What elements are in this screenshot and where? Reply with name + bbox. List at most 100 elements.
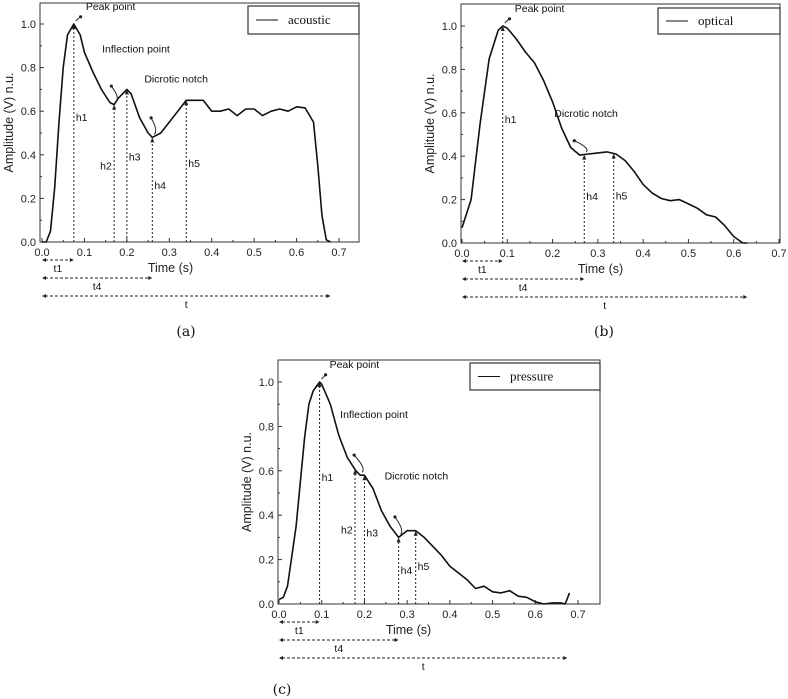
height-marker-label: h5 bbox=[188, 158, 200, 170]
arrowhead-icon bbox=[279, 638, 283, 642]
arrowhead-icon bbox=[353, 469, 358, 475]
plot-frame bbox=[277, 359, 601, 605]
arrowhead-icon bbox=[413, 530, 418, 536]
arrowhead-icon bbox=[279, 620, 283, 624]
y-tick-label: 0.6 bbox=[259, 466, 274, 478]
panel-label: (a) bbox=[176, 324, 195, 340]
y-tick-label: 0.0 bbox=[259, 599, 274, 611]
y-tick-label: 0.4 bbox=[259, 510, 274, 522]
series-line-pressure bbox=[278, 381, 571, 605]
x-tick-label: 0.0 bbox=[34, 247, 49, 259]
arrowhead-icon bbox=[317, 382, 322, 387]
arrowhead-icon bbox=[71, 24, 76, 29]
x-tick-label: 0.4 bbox=[442, 609, 457, 621]
arrowhead-icon bbox=[69, 258, 74, 262]
annotation-inflection-point: Inflection point bbox=[340, 409, 408, 421]
series-line-optical bbox=[461, 25, 748, 244]
y-tick-label: 0.4 bbox=[442, 151, 457, 163]
legend-label: optical bbox=[698, 13, 734, 28]
panel-label: (b) bbox=[594, 324, 614, 340]
chart-panel-a: 0.0 0.1 0.2 0.3 0.4 0.5 0.6 0.7 0.0 0.2 0.4 0.6 0.8 1… bbox=[2, 1, 360, 340]
arrowhead-icon bbox=[42, 258, 46, 262]
chart-panel-c: 0.0 0.1 0.2 0.3 0.4 0.5 0.6 0.7 0.0 0.2 0.4 0.6 0.8 1… bbox=[240, 359, 601, 698]
x-axis-label: Time (s) bbox=[578, 262, 623, 276]
y-tick-label: 0.2 bbox=[21, 193, 36, 205]
chart-panel-b: 0.0 0.1 0.2 0.3 0.4 0.5 0.6 0.7 0.0 0.2 0.4 0.6 0.8 1… bbox=[423, 3, 787, 340]
height-marker-label: h1 bbox=[322, 472, 334, 484]
y-tick-label: 0.6 bbox=[21, 106, 36, 118]
arrowhead-icon bbox=[323, 373, 328, 377]
annotation-arrow bbox=[110, 85, 118, 103]
arrowhead-icon bbox=[396, 537, 401, 543]
arrowhead-icon bbox=[743, 295, 748, 299]
y-tick-label: 1.0 bbox=[21, 19, 36, 31]
x-tick-label: 0.6 bbox=[528, 609, 543, 621]
x-tick-label: 0.0 bbox=[271, 609, 286, 621]
interval-label: t bbox=[422, 661, 425, 673]
arrowhead-icon bbox=[148, 276, 153, 280]
arrowhead-icon bbox=[279, 656, 283, 660]
arrowhead-icon bbox=[150, 137, 155, 143]
x-tick-label: 0.5 bbox=[485, 609, 500, 621]
x-tick-label: 0.0 bbox=[454, 248, 469, 260]
legend: pressure bbox=[469, 362, 601, 391]
x-tick-label: 0.3 bbox=[162, 247, 177, 259]
x-tick-label: 0.2 bbox=[545, 248, 560, 260]
x-axis-label: Time (s) bbox=[386, 623, 431, 637]
annotation-arrow bbox=[394, 516, 403, 535]
x-tick-label: 0.1 bbox=[500, 248, 515, 260]
height-marker-label: h1 bbox=[505, 114, 517, 126]
arrowhead-icon bbox=[462, 295, 466, 299]
interval-label: t4 bbox=[519, 282, 528, 294]
arrowhead-icon bbox=[315, 620, 320, 624]
y-axis-label: Amplitude (V) n.u. bbox=[2, 72, 16, 172]
y-tick-label: 0.2 bbox=[442, 195, 457, 207]
interval-label: t4 bbox=[93, 281, 102, 293]
annotation-peak-point: Peak point bbox=[330, 359, 380, 371]
height-marker-label: h1 bbox=[76, 112, 88, 124]
arrowhead-icon bbox=[326, 294, 331, 298]
arrowhead-icon bbox=[462, 259, 466, 263]
height-marker-label: h5 bbox=[418, 561, 430, 573]
arrowhead-icon bbox=[563, 656, 568, 660]
legend: optical bbox=[657, 7, 781, 35]
x-tick-label: 0.3 bbox=[399, 609, 414, 621]
annotation-arrow bbox=[353, 454, 364, 473]
x-tick-label: 0.2 bbox=[357, 609, 372, 621]
height-marker-label: h4 bbox=[586, 191, 598, 203]
x-tick-label: 0.2 bbox=[119, 247, 134, 259]
arrowhead-icon bbox=[112, 104, 117, 110]
arrowhead-icon bbox=[498, 259, 503, 263]
arrowhead-icon bbox=[352, 453, 356, 457]
annotation-peak-point: Peak point bbox=[86, 1, 136, 13]
arrowhead-icon bbox=[462, 277, 466, 281]
arrowhead-icon bbox=[611, 153, 616, 159]
legend: acoustic bbox=[247, 5, 360, 35]
height-marker-label: h4 bbox=[401, 565, 413, 577]
annotation-inflection-point: Inflection point bbox=[102, 44, 170, 56]
x-tick-label: 0.1 bbox=[77, 247, 92, 259]
annotation-dicrotic-notch: Dicrotic notch bbox=[144, 73, 208, 85]
arrowhead-icon bbox=[362, 475, 367, 481]
x-tick-label: 0.6 bbox=[726, 248, 741, 260]
legend-label: pressure bbox=[510, 369, 554, 384]
series-line-acoustic bbox=[42, 23, 331, 243]
interval-label: t bbox=[603, 300, 606, 312]
annotation-arrow bbox=[574, 140, 588, 153]
arrowhead-icon bbox=[184, 100, 189, 106]
y-axis-label: Amplitude (V) n.u. bbox=[423, 73, 437, 173]
height-marker-label: h4 bbox=[154, 180, 166, 192]
arrowhead-icon bbox=[109, 84, 113, 88]
legend-label: acoustic bbox=[288, 12, 331, 27]
x-axis-label: Time (s) bbox=[148, 261, 193, 275]
y-tick-label: 0.8 bbox=[259, 421, 274, 433]
arrowhead-icon bbox=[582, 154, 587, 160]
annotation-dicrotic-notch: Dicrotic notch bbox=[554, 108, 618, 120]
y-tick-label: 0.0 bbox=[21, 237, 36, 249]
arrowhead-icon bbox=[580, 277, 585, 281]
plot-frame bbox=[39, 2, 360, 243]
y-tick-label: 1.0 bbox=[442, 21, 457, 33]
x-tick-label: 0.4 bbox=[204, 247, 219, 259]
x-tick-label: 0.6 bbox=[289, 247, 304, 259]
x-tick-label: 0.1 bbox=[314, 609, 329, 621]
